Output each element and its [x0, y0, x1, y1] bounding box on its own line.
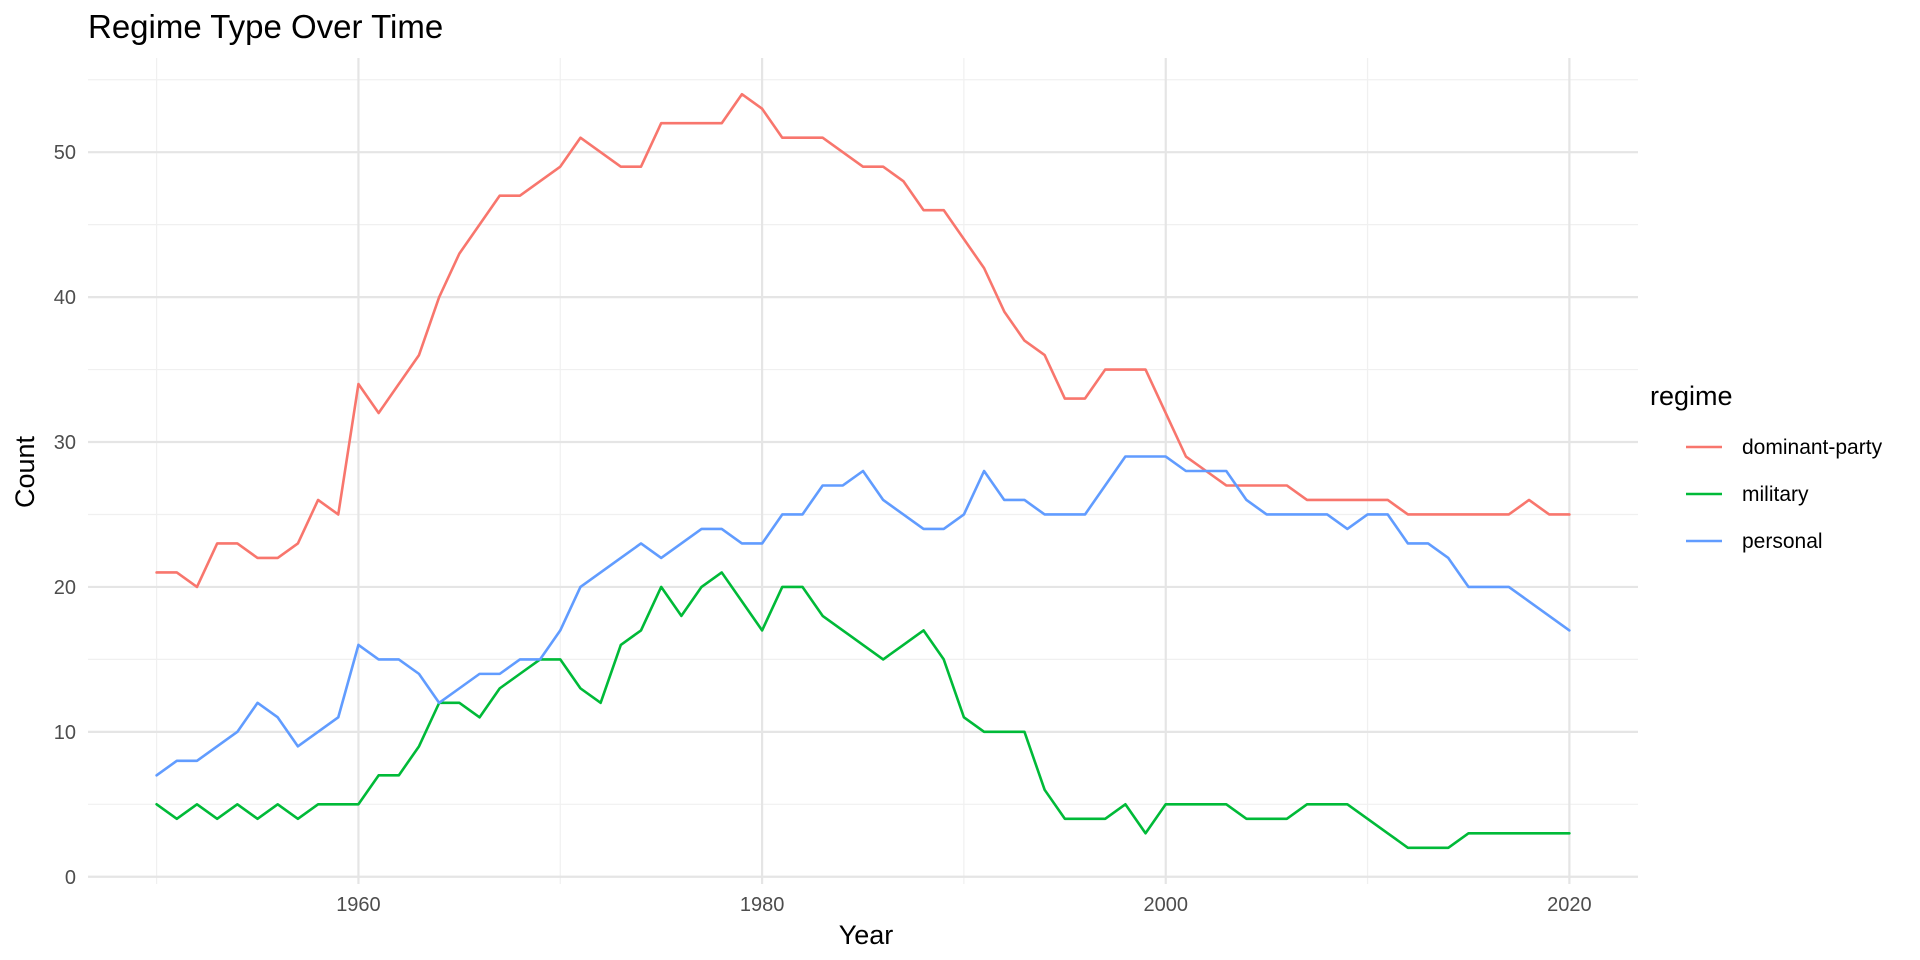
series-line-personal [155, 455, 1571, 777]
x-axis-ticks: 1960 1980 2000 2020 [336, 894, 1591, 916]
grid [88, 58, 1638, 884]
y-axis-title: Count [10, 435, 40, 508]
series-lines [155, 92, 1571, 850]
x-tick-label: 2000 [1143, 894, 1188, 916]
y-tick-label: 10 [54, 722, 76, 744]
y-tick-label: 0 [65, 867, 76, 889]
x-tick-label: 1960 [336, 894, 381, 916]
y-axis-ticks: 0 10 20 30 40 50 [54, 142, 76, 889]
legend-label-military: military [1742, 483, 1809, 506]
y-tick-label: 40 [54, 287, 76, 309]
series-line-military [155, 571, 1571, 850]
x-tick-label: 2020 [1547, 894, 1592, 916]
legend-title: regime [1650, 381, 1733, 411]
series-line-dominant-party [155, 92, 1571, 589]
x-tick-label: 1980 [740, 894, 785, 916]
y-tick-label: 50 [54, 142, 76, 164]
legend: regime dominant-party military personal [1650, 381, 1883, 553]
x-axis-title: Year [839, 920, 894, 950]
y-tick-label: 30 [54, 432, 76, 454]
legend-label-personal: personal [1742, 530, 1823, 553]
y-tick-label: 20 [54, 577, 76, 599]
chart-title: Regime Type Over Time [88, 8, 443, 45]
legend-label-dominant-party: dominant-party [1742, 436, 1883, 459]
